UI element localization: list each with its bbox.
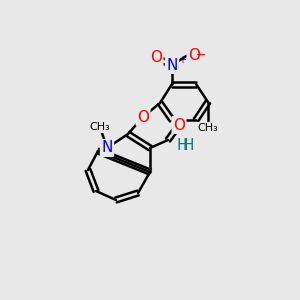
Text: CH₃: CH₃ xyxy=(90,122,110,132)
Text: −: − xyxy=(196,49,206,62)
Text: +: + xyxy=(178,55,186,65)
Text: O: O xyxy=(188,47,200,62)
Text: O: O xyxy=(173,118,185,133)
Text: O: O xyxy=(150,50,162,65)
Text: H: H xyxy=(176,137,188,152)
Text: CH₃: CH₃ xyxy=(198,123,218,133)
Text: H: H xyxy=(182,137,194,152)
Text: O: O xyxy=(137,110,149,124)
Text: N: N xyxy=(166,58,178,73)
Text: N: N xyxy=(101,140,113,155)
